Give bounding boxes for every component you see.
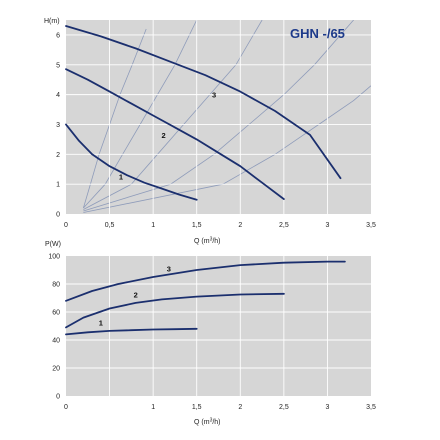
head-y-axis-label: H(m): [44, 18, 60, 25]
y-tick-label: 6: [56, 32, 60, 39]
curve-2: [65, 68, 285, 200]
power-curves: [65, 260, 346, 336]
head-plot-area: [66, 20, 371, 214]
curve-3: [65, 25, 342, 180]
x-tick-label: 2: [238, 222, 242, 229]
head-curve-labels: 1 2 3: [119, 91, 216, 182]
y-tick-label: 5: [56, 62, 60, 69]
curve-label-2: 2: [162, 131, 166, 140]
y-tick-label: 4: [56, 92, 60, 99]
y-tick-label: 60: [52, 310, 60, 317]
curve-label-1: 1: [119, 173, 123, 182]
x-tick-label: 0: [64, 404, 68, 411]
power-chart-panel: 1 2 3 0 20 40 60 80 100 0 1 1,5 2 2,5 3 3,5 P(W) Q (m…: [45, 241, 376, 426]
x-tick-label: 0,5: [105, 222, 115, 229]
y-tick-label: 3: [56, 122, 60, 129]
power-x-axis-label: Q (m3/h): [194, 418, 221, 427]
curve-1: [65, 123, 198, 201]
y-tick-label: 0: [56, 212, 60, 219]
head-x-axis-label: Q (m3/h): [194, 237, 221, 246]
y-tick-label: 0: [56, 394, 60, 401]
x-tick-label: 1: [151, 404, 155, 411]
curve-label-3: 3: [212, 91, 216, 100]
curve-label-3: 3: [167, 264, 171, 273]
x-tick-label: 0: [64, 222, 68, 229]
head-curves: [65, 25, 342, 201]
x-tick-label: 3,5: [366, 222, 376, 229]
power-x-tick-labels: 0 1 1,5 2 2,5 3 3,5: [64, 404, 376, 411]
x-tick-label: 2,5: [279, 404, 289, 411]
power-y-tick-labels: 0 20 40 60 80 100: [48, 254, 60, 401]
curve-1: [65, 327, 198, 336]
y-tick-label: 100: [48, 254, 60, 261]
y-tick-label: 1: [56, 182, 60, 189]
curve-label-2: 2: [134, 290, 138, 299]
power-gridlines: [66, 256, 371, 396]
y-tick-label: 20: [52, 366, 60, 373]
x-tick-label: 2: [238, 404, 242, 411]
x-tick-label: 1,5: [192, 222, 202, 229]
head-x-tick-labels: 0 0,5 1 1,5 2 2,5 3 3,5: [64, 222, 376, 229]
x-tick-label: 3,5: [366, 404, 376, 411]
x-tick-label: 1,5: [192, 404, 202, 411]
power-curve-labels: 1 2 3: [99, 264, 171, 327]
curve-label-1: 1: [99, 318, 103, 327]
system-curve-5: [83, 85, 371, 213]
head-y-tick-labels: 0 1 2 3 4 5 6: [56, 32, 60, 218]
y-tick-label: 2: [56, 152, 60, 159]
x-tick-label: 3: [325, 404, 329, 411]
y-tick-label: 40: [52, 338, 60, 345]
curve-2: [65, 292, 285, 329]
power-y-axis-label: P(W): [45, 241, 61, 248]
x-tick-label: 1: [151, 222, 155, 229]
curve-3: [65, 260, 346, 302]
chart-title: GHN -/65: [290, 26, 345, 41]
x-tick-label: 3: [325, 222, 329, 229]
power-plot-area: [66, 256, 371, 396]
y-tick-label: 80: [52, 282, 60, 289]
x-tick-label: 2,5: [279, 222, 289, 229]
head-chart-panel: 1 2 3 0 1 2 3 4 5 6 0 0,5 1 1,5 2 2,5 3 3,5 H(m) GHN -/…: [44, 18, 376, 245]
